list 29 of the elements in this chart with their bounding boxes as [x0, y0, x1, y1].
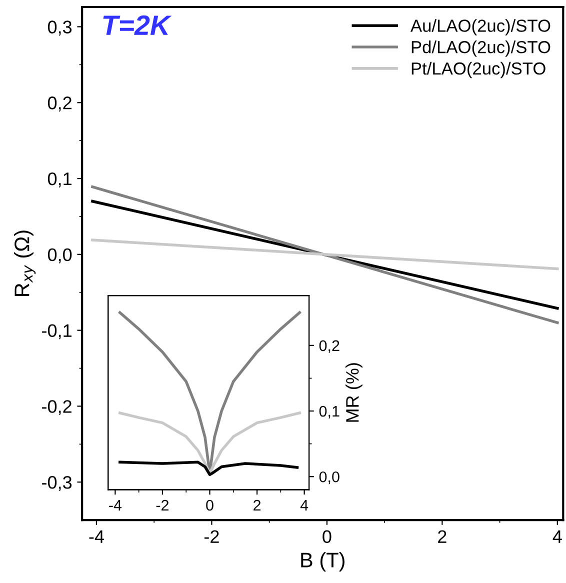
y-tick-label: -0,1	[42, 324, 72, 340]
x-tick-label: 0	[206, 500, 214, 511]
y-tick-label: 0,3	[48, 20, 72, 36]
legend-label: Pt/LAO(2uc)/STO	[412, 62, 546, 78]
y2-tick-label: 0,0	[319, 471, 340, 484]
y2-tick-label: 0,1	[319, 406, 340, 419]
y-tick-label: 0,0	[48, 248, 72, 264]
y-axis-title: R$_{xy}$ (Ω)	[14, 230, 36, 296]
line-series	[118, 412, 301, 475]
x-tick-label: 2	[438, 530, 446, 543]
y-tick-label: -0,2	[42, 400, 72, 416]
x-tick-label: 4	[300, 500, 308, 511]
y-tick-label: -0,3	[42, 476, 72, 491]
legend-label: Au/LAO(2uc)/STO	[410, 19, 550, 36]
legend-label: Pd/LAO(2uc)/STO	[412, 40, 550, 57]
x-tick-label: -2	[156, 500, 168, 511]
y2-axis-title: MR (%)	[346, 363, 362, 422]
x-tick-label: 0	[322, 530, 332, 544]
y2-tick-label: 0,2	[319, 340, 340, 353]
y-tick-label: 0,1	[48, 172, 72, 188]
line-series	[118, 460, 299, 476]
x-tick-label: -4	[109, 500, 122, 511]
x-tick-label: -2	[204, 530, 219, 543]
x-tick-label: 4	[552, 530, 562, 543]
x-tick-label: -4	[89, 530, 104, 543]
x-axis-title: B (T)	[301, 552, 344, 572]
y-tick-label: 0,2	[48, 96, 72, 112]
annotation: T=2K	[103, 15, 172, 35]
x-tick-label: 2	[254, 500, 261, 511]
